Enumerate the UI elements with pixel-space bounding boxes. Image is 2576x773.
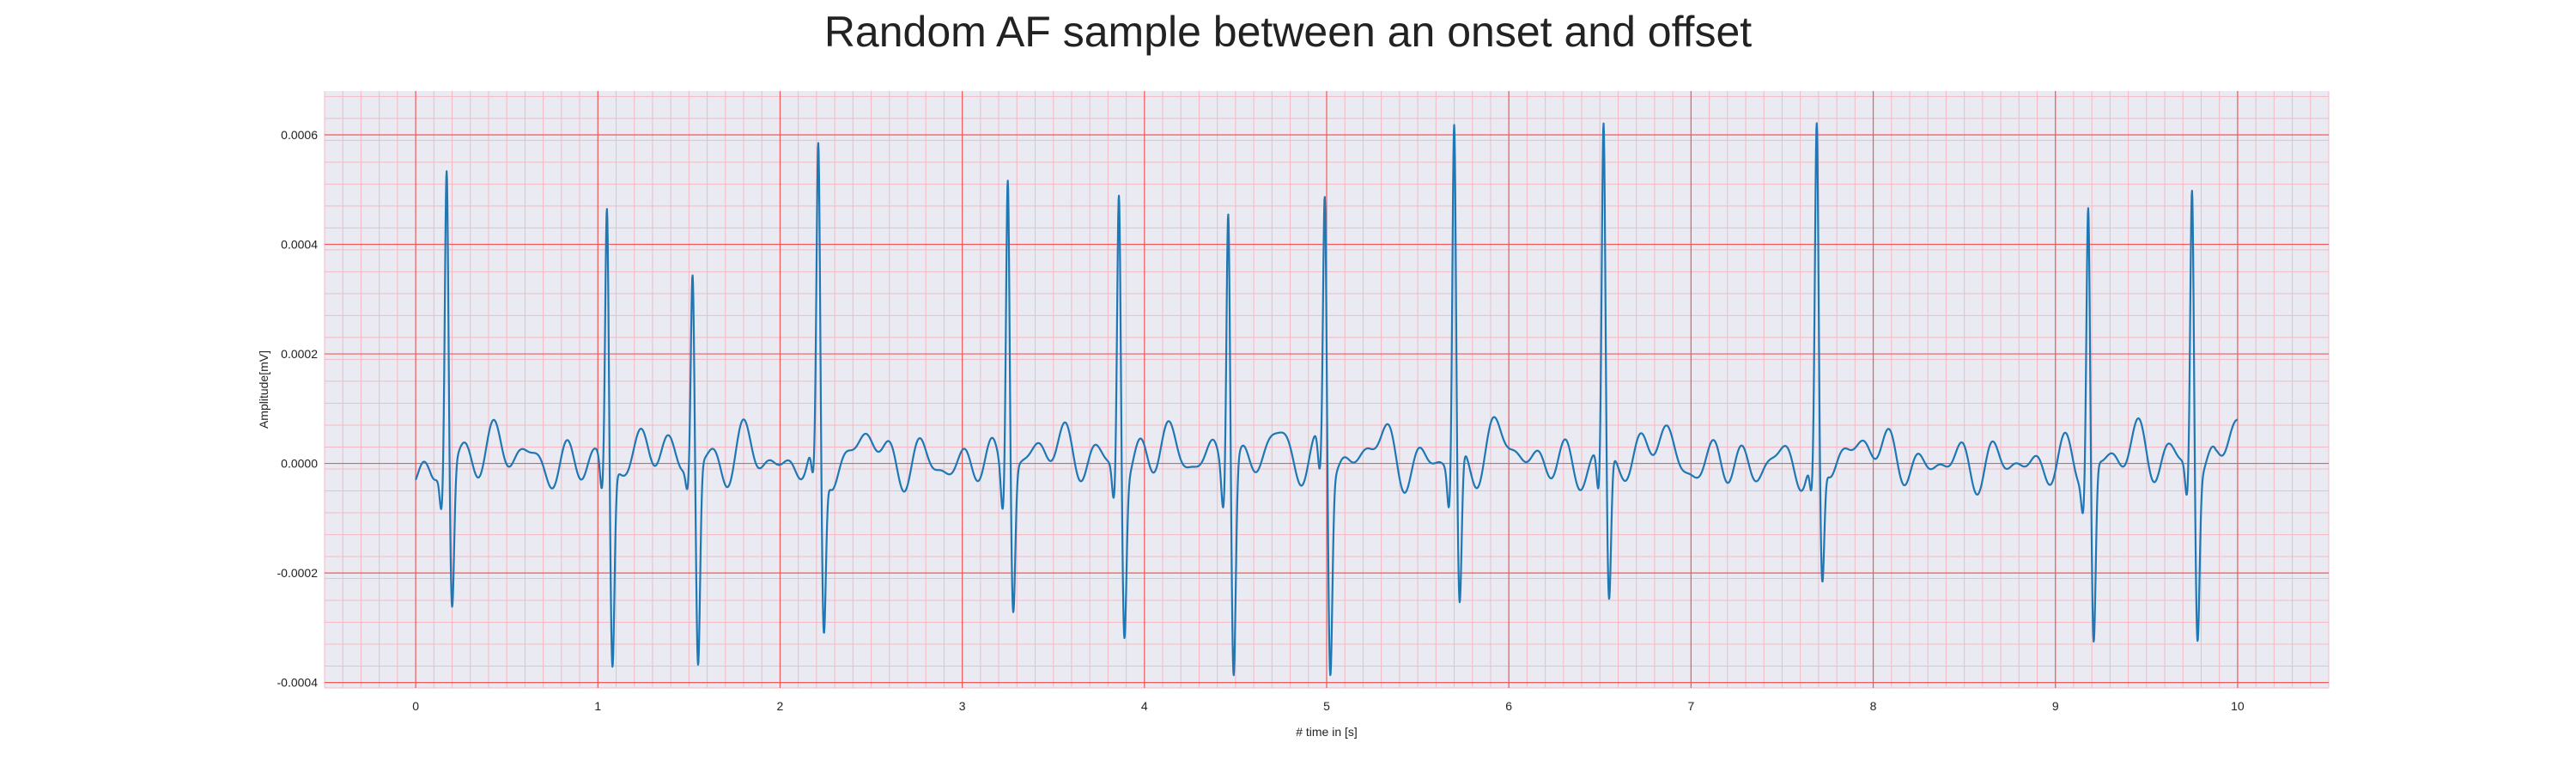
r-peak-point [2087,193,2090,197]
y-tick-label: 0.0002 [281,347,318,361]
r-peak-point [445,158,448,161]
r-peak-point [1006,152,1010,155]
x-tick-label: 7 [1687,699,1694,713]
ecg-trace-line [415,122,2239,677]
x-tick-label: 1 [594,699,601,713]
r-peak-point [1117,177,1121,180]
y-axis-label: Amplitude[mV] [257,350,270,429]
r-peak-point [1226,180,1230,183]
y-tick-label: -0.0002 [277,566,319,580]
x-tick-label: 4 [1141,699,1148,713]
x-tick-label: 0 [412,699,419,713]
y-tick-labels: -0.0004 -0.0002 0.0000 0.0002 0.0004 0.0006 [277,128,319,690]
x-tick-label: 2 [777,699,784,713]
r-peak-point [1602,128,1606,131]
r-peak-point [817,163,820,167]
y-tick-label: 0.0006 [281,128,318,142]
x-tick-label: 3 [959,699,966,713]
x-axis-label: # time in [s] [1296,725,1358,739]
x-tick-label: 9 [2052,699,2059,713]
y-tick-label: 0.0000 [281,457,318,471]
r-peak-point [691,270,695,273]
y-tick-label: 0.0004 [281,238,318,252]
y-tick-label: -0.0004 [277,676,319,690]
x-tick-label: 5 [1323,699,1330,713]
x-tick-labels: 0 1 2 3 4 5 6 7 8 9 10 [412,699,2245,713]
r-peak-point [605,196,609,199]
r-peak-point [2190,177,2194,180]
x-tick-label: 10 [2231,699,2245,713]
x-tick-label: 6 [1505,699,1512,713]
r-peak-point [1815,138,1819,142]
series-layer [415,117,2239,677]
chart-title: Random AF sample between an onset and of… [823,8,1753,56]
r-peak-point [1453,117,1456,120]
r-peak-point [1323,191,1327,194]
x-tick-label: 8 [1870,699,1877,713]
